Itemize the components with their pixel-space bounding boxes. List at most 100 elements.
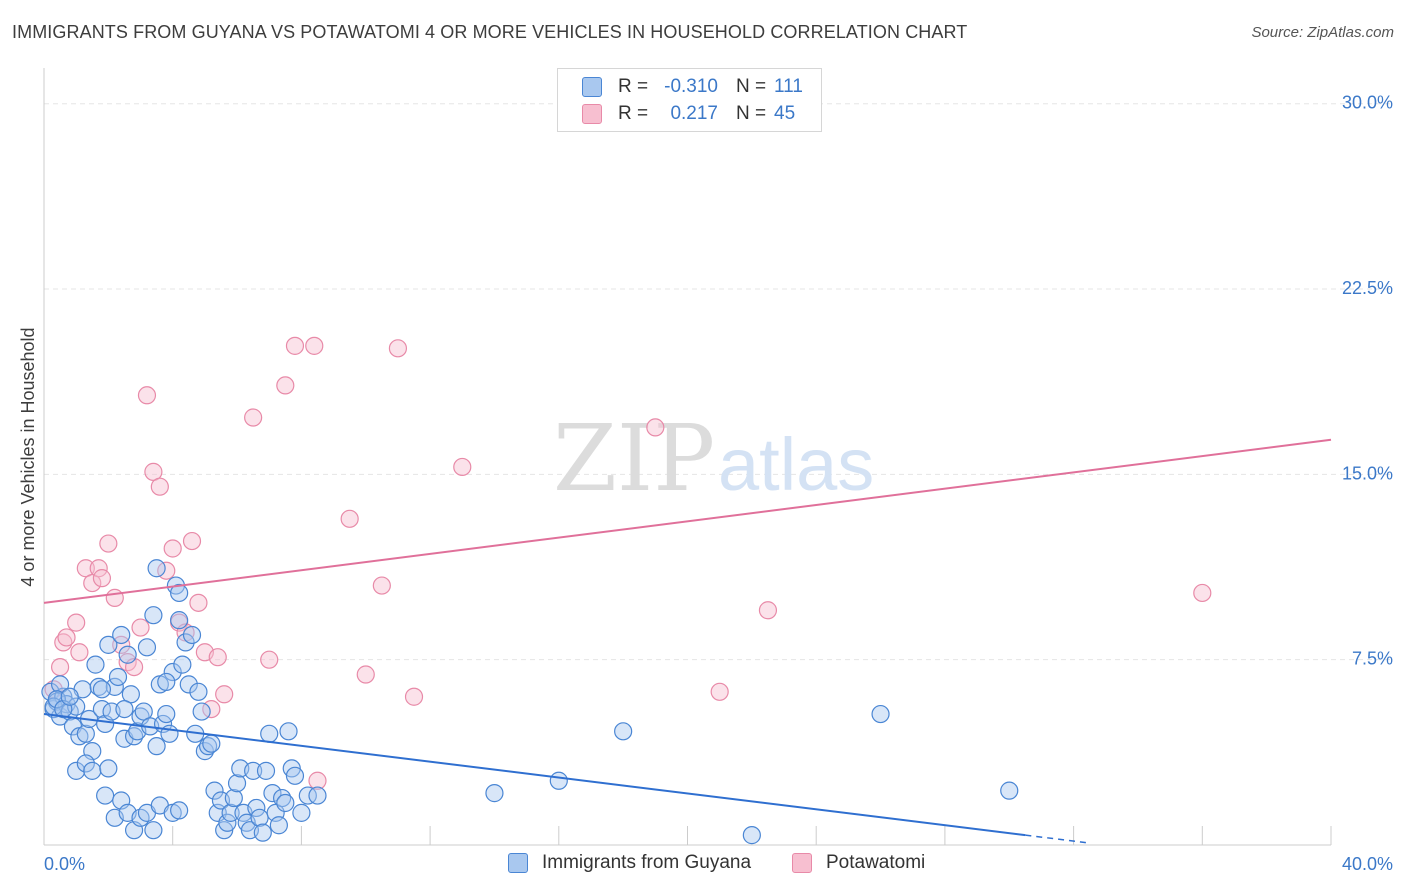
guyana-point (192, 702, 211, 721)
guyana-point (614, 722, 633, 741)
guyana-point (163, 662, 182, 682)
legend-n-value: 111 (774, 76, 803, 97)
potawatomi-point (260, 650, 279, 669)
potawatomi-point (57, 628, 76, 647)
y-tick-labels: 7.5% 15.0% 22.5% 30.0% (1342, 93, 1393, 669)
potawatomi-point (215, 685, 234, 704)
y-tick-label: 30.0% (1342, 93, 1393, 113)
guyana-point (144, 821, 163, 840)
potawatomi-point (372, 576, 391, 595)
guyana-point (173, 655, 192, 674)
potawatomi-point (189, 593, 208, 612)
guyana-point (250, 808, 269, 827)
potawatomi-point (105, 588, 124, 608)
legend-swatch-pink (582, 104, 602, 124)
guyana-point (115, 699, 134, 719)
guyana-point (279, 722, 298, 741)
guyana-point (176, 633, 195, 652)
potawatomi-point (50, 657, 70, 677)
bottom-legend-label-potawatomi: Potawatomi (826, 852, 926, 873)
guyana-point (221, 803, 240, 822)
guyana-point (157, 704, 176, 724)
guyana-point (92, 680, 112, 699)
guyana-point (112, 625, 131, 645)
legend-row-guyana: R = -0.310 N = 111 (582, 73, 803, 101)
guyana-point (170, 801, 189, 820)
guyana-point (83, 761, 102, 780)
guyana-trend-line (43, 713, 1026, 837)
guyana-point (227, 774, 247, 793)
potawatomi-point (710, 682, 729, 701)
potawatomi-point (308, 771, 327, 790)
guyana-point (198, 737, 218, 756)
guyana-point (269, 816, 288, 835)
potawatomi-point (285, 336, 305, 355)
y-tick-label: 7.5% (1352, 649, 1393, 669)
potawatomi-point (99, 534, 118, 553)
guyana-point (549, 771, 568, 790)
guyana-point (195, 742, 214, 761)
potawatomi-point (646, 418, 665, 437)
guyana-point (253, 823, 272, 842)
legend-n-value: 45 (774, 103, 796, 124)
series-guyana-points (41, 559, 1019, 845)
legend-swatch-blue (582, 77, 602, 97)
potawatomi-point (404, 687, 424, 706)
guyana-point (170, 611, 189, 630)
guyana-point (182, 625, 202, 645)
bottom-legend-swatch-pink (792, 853, 812, 873)
guyana-point (86, 655, 105, 674)
bottom-legend-potawatomi: Potawatomi (792, 852, 925, 874)
legend-r-value: -0.310 (664, 76, 718, 97)
potawatomi-point (92, 569, 112, 588)
potawatomi-point (388, 339, 408, 358)
legend: R = -0.310 N = 111 R = 0.217 N = 45 (557, 68, 822, 132)
guyana-point (67, 761, 86, 780)
potawatomi-point (276, 376, 295, 395)
guyana-point (60, 687, 79, 706)
potawatomi-point (163, 539, 182, 558)
guyana-point (263, 784, 282, 803)
guyana-point (276, 793, 295, 813)
guyana-point (218, 813, 237, 832)
guyana-point (179, 675, 198, 694)
guyana-point (202, 734, 221, 753)
guyana-point (285, 766, 305, 785)
y-tick-label: 15.0% (1342, 463, 1393, 483)
guyana-point (50, 675, 70, 694)
potawatomi-point (1193, 583, 1212, 603)
potawatomi-point (340, 509, 359, 528)
guyana-point (76, 754, 95, 773)
potawatomi-point (244, 408, 263, 427)
legend-n-label: N = (736, 76, 767, 97)
bottom-legend: Immigrants from Guyana Potawatomi (0, 852, 1406, 878)
guyana-point (260, 724, 279, 743)
potawatomi-point (131, 618, 150, 637)
guyana-point (124, 727, 144, 746)
bottom-legend-swatch-blue (508, 853, 528, 873)
guyana-point (308, 786, 327, 805)
potawatomi-point (137, 386, 157, 405)
potawatomi-point (54, 633, 73, 652)
guyana-point (256, 761, 276, 780)
guyana-point (147, 737, 166, 756)
legend-r-value: 0.217 (670, 103, 718, 124)
guyana-point (485, 784, 504, 803)
potawatomi-point (70, 643, 89, 662)
guyana-point (99, 759, 118, 778)
guyana-point (224, 788, 243, 808)
guyana-point (99, 635, 118, 654)
guyana-point (89, 677, 108, 696)
guyana-point (205, 781, 224, 800)
x-tick-label-min: 0.0% (44, 854, 85, 874)
potawatomi-point (305, 336, 324, 355)
guyana-point (137, 638, 157, 657)
bottom-legend-label-guyana: Immigrants from Guyana (542, 852, 752, 873)
legend-r-label: R = (618, 103, 649, 124)
legend-row-potawatomi: R = 0.217 N = 45 (582, 100, 795, 128)
y-axis-label: 4 or more Vehicles in Household (18, 327, 38, 586)
guyana-point (292, 803, 311, 822)
potawatomi-point (67, 613, 86, 632)
potawatomi-point (356, 665, 375, 684)
